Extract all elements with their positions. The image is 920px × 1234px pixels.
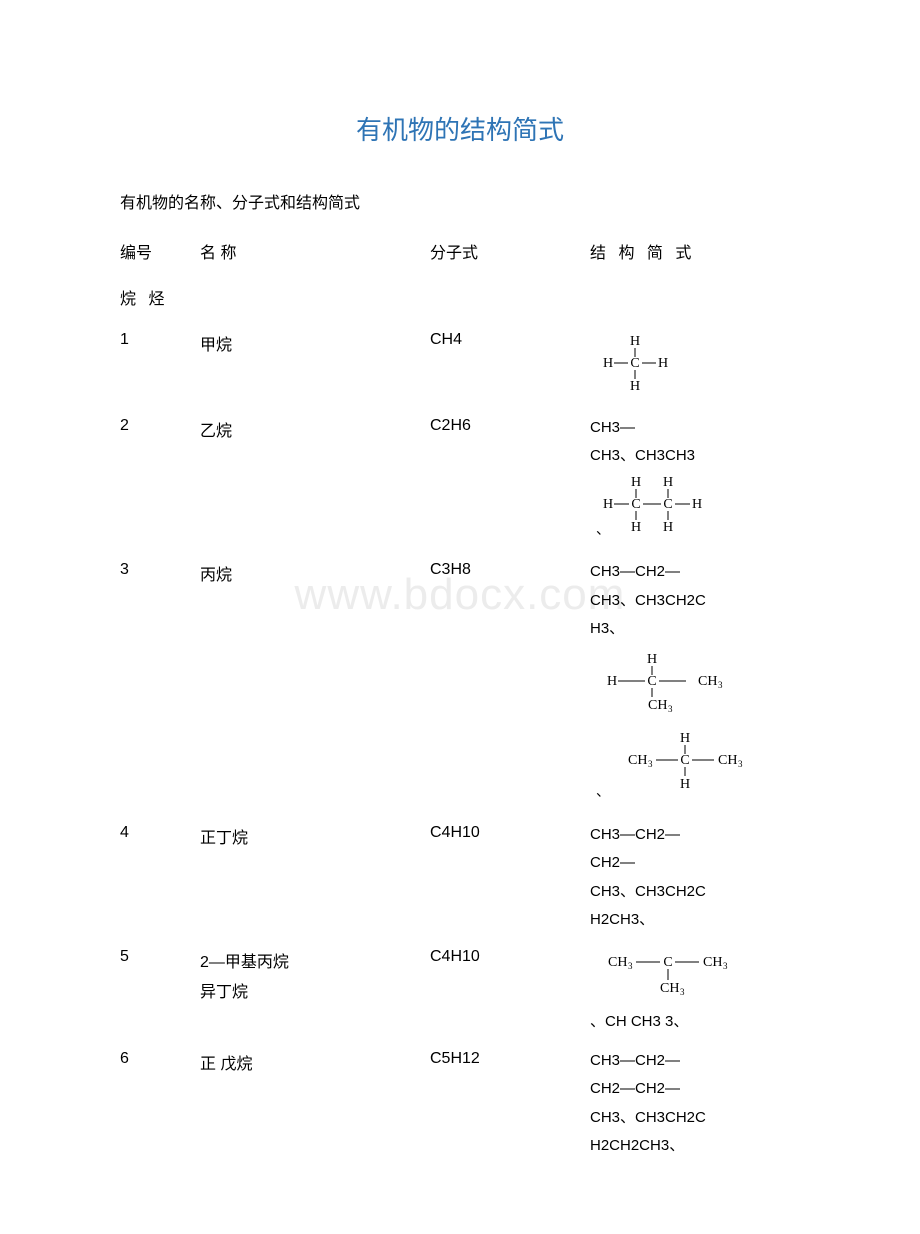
svg-text:、: 、 — [596, 785, 610, 800]
table-row: 1 甲烷 CH4 H H C H H — [120, 331, 800, 407]
svg-text:C: C — [680, 753, 689, 768]
svg-text:CH: CH — [698, 674, 717, 689]
cell-name-main: 2—甲基丙烷 — [200, 948, 430, 972]
table-row: 3 丙烷 C3H8 CH3—CH2— CH3、CH3CH2C H3、 H H C… — [120, 561, 800, 814]
svg-text:H: H — [663, 520, 673, 535]
cell-formula: C3H8 — [430, 561, 590, 579]
svg-text:H: H — [680, 731, 690, 746]
svg-text:CH: CH — [628, 753, 647, 768]
cell-formula: C5H12 — [430, 1050, 590, 1068]
svg-text:CH: CH — [648, 698, 667, 713]
struct-text: H3、 — [590, 618, 800, 641]
cell-struct: CH 3 C CH 3 CH 3 、CH CH3 3、 — [590, 948, 800, 1040]
svg-text:3: 3 — [738, 759, 743, 769]
cell-name-sub: 异丁烷 — [200, 978, 430, 1002]
svg-text:C: C — [663, 955, 672, 970]
isobutane-structure-icon: CH 3 C CH 3 CH 3 — [590, 950, 800, 1006]
category-alkanes: 烷 烃 — [120, 285, 800, 309]
cell-formula: C4H10 — [430, 824, 590, 842]
cell-num: 5 — [120, 948, 200, 966]
cell-name: 丙烷 — [200, 561, 430, 585]
svg-text:3: 3 — [718, 680, 723, 690]
svg-text:H: H — [603, 497, 613, 512]
cell-struct: H H C H H — [590, 331, 800, 407]
cell-name: 正 戊烷 — [200, 1050, 430, 1074]
struct-text: CH3—CH2— — [590, 561, 800, 584]
struct-text: H2CH3、 — [590, 909, 800, 932]
struct-text: H2CH2CH3、 — [590, 1135, 800, 1158]
propane-structure-2-icon: H CH 3 C CH 3 H 、 — [590, 730, 800, 808]
table-header: 编号 名 称 分子式 结 构 简 式 — [120, 239, 800, 263]
svg-text:H: H — [658, 356, 668, 371]
svg-text:H: H — [630, 379, 640, 393]
cell-struct: CH3—CH2— CH3、CH3CH2C H3、 H H C CH 3 CH — [590, 561, 800, 814]
svg-text:H: H — [647, 652, 657, 667]
svg-text:3: 3 — [723, 961, 728, 971]
cell-num: 1 — [120, 331, 200, 349]
cell-name: 2—甲基丙烷 异丁烷 — [200, 948, 430, 1002]
struct-text: CH2—CH2— — [590, 1078, 800, 1101]
cell-formula: C2H6 — [430, 417, 590, 435]
svg-text:3: 3 — [680, 987, 685, 997]
struct-text: CH3、CH3CH2C — [590, 590, 800, 613]
svg-text:H: H — [663, 475, 673, 490]
propane-structure-1-icon: H H C CH 3 CH 3 — [590, 651, 800, 725]
cell-num: 6 — [120, 1050, 200, 1068]
header-struct: 结 构 简 式 — [590, 239, 800, 263]
table-row: 2 乙烷 C2H6 CH3— CH3、CH3CH3 H H H C — [120, 417, 800, 552]
svg-text:CH: CH — [660, 981, 679, 996]
struct-text: CH3、CH3CH2C — [590, 1107, 800, 1130]
cell-struct: CH3— CH3、CH3CH3 H H H C C H — [590, 417, 800, 552]
svg-text:H: H — [680, 777, 690, 792]
table-row: 4 正丁烷 C4H10 CH3—CH2— CH2— CH3、CH3CH2C H2… — [120, 824, 800, 938]
cell-name: 甲烷 — [200, 331, 430, 355]
svg-text:H: H — [692, 497, 702, 512]
cell-num: 4 — [120, 824, 200, 842]
svg-text:、: 、 — [596, 523, 610, 538]
cell-formula: C4H10 — [430, 948, 590, 966]
svg-text:3: 3 — [648, 759, 653, 769]
svg-text:3: 3 — [668, 704, 673, 714]
svg-text:H: H — [603, 356, 613, 371]
struct-text: CH3、CH3CH2C — [590, 881, 800, 904]
struct-text: CH2— — [590, 852, 800, 875]
struct-text: CH3— — [590, 417, 800, 440]
svg-text:H: H — [630, 334, 640, 349]
svg-text:3: 3 — [628, 961, 633, 971]
cell-num: 2 — [120, 417, 200, 435]
table-row: 5 2—甲基丙烷 异丁烷 C4H10 CH 3 C CH 3 — [120, 948, 800, 1040]
cell-num: 3 — [120, 561, 200, 579]
cell-name: 乙烷 — [200, 417, 430, 441]
struct-text: CH3—CH2— — [590, 824, 800, 847]
struct-text: CH3—CH2— — [590, 1050, 800, 1073]
cell-struct: CH3—CH2— CH2—CH2— CH3、CH3CH2C H2CH2CH3、 — [590, 1050, 800, 1164]
svg-text:C: C — [630, 356, 639, 371]
svg-text:H: H — [607, 674, 617, 689]
svg-text:H: H — [631, 520, 641, 535]
cell-struct: CH3—CH2— CH2— CH3、CH3CH2C H2CH3、 — [590, 824, 800, 938]
cell-name: 正丁烷 — [200, 824, 430, 848]
svg-text:C: C — [631, 497, 640, 512]
methane-structure-icon: H H C H H — [590, 333, 800, 401]
svg-text:C: C — [663, 497, 672, 512]
ethane-structure-icon: H H H C C H H H — [590, 474, 800, 546]
header-name: 名 称 — [200, 239, 430, 263]
subtitle: 有机物的名称、分子式和结构简式 — [120, 189, 800, 213]
header-num: 编号 — [120, 239, 200, 263]
page-title: 有机物的结构简式 — [120, 110, 800, 147]
table-row: 6 正 戊烷 C5H12 CH3—CH2— CH2—CH2— CH3、CH3CH… — [120, 1050, 800, 1164]
svg-text:CH: CH — [608, 955, 627, 970]
cell-formula: CH4 — [430, 331, 590, 349]
svg-text:C: C — [647, 674, 656, 689]
svg-text:CH: CH — [718, 753, 737, 768]
svg-text:H: H — [631, 475, 641, 490]
header-formula: 分子式 — [430, 239, 590, 263]
svg-text:CH: CH — [703, 955, 722, 970]
struct-text: 、CH CH3 3、 — [590, 1011, 800, 1034]
struct-text: CH3、CH3CH3 — [590, 445, 800, 468]
